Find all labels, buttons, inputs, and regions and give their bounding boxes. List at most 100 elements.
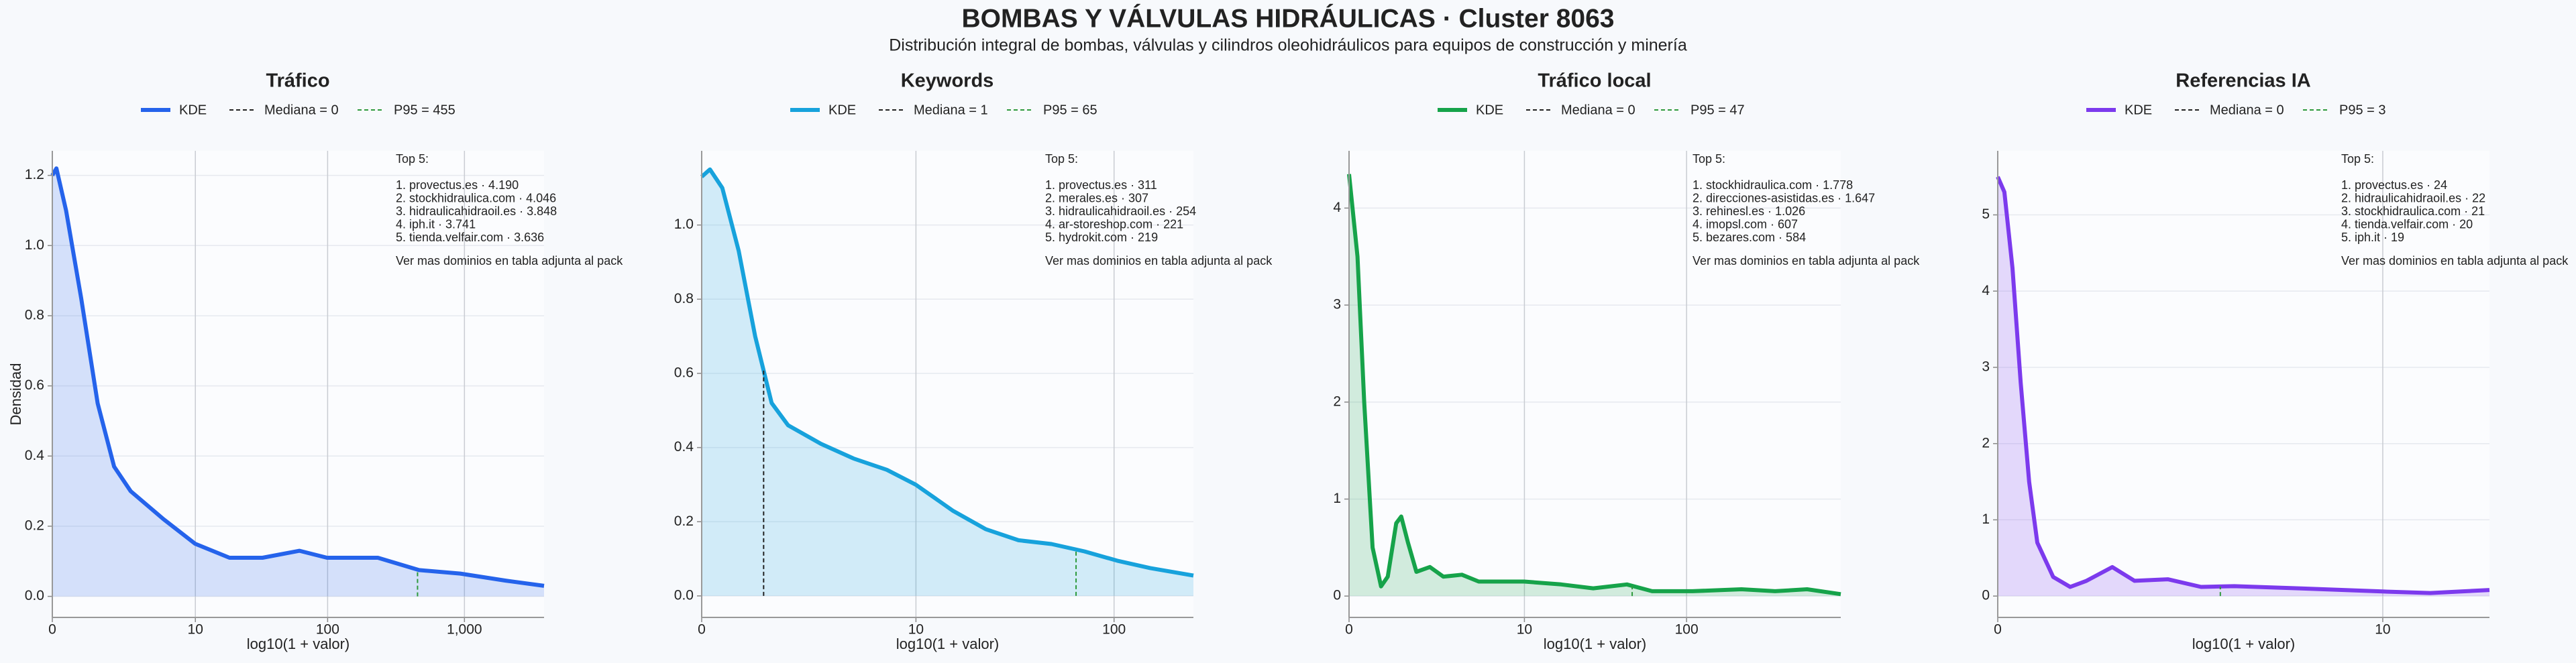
annotation-item: 3. stockhidraulica.com · 21 [2341,204,2485,218]
legend-label: P95 = 455 [394,103,455,117]
annotation-item: 1. provectus.es · 311 [1045,178,1157,192]
y-tick-label: 4 [1333,200,1341,215]
annotation-item: 5. bezares.com · 584 [1693,231,1806,244]
y-tick-label: 1 [1982,511,1990,527]
y-tick-label: 0.0 [25,588,44,603]
plot-area [1349,151,1841,617]
annotation-footer: Ver mas dominios en tabla adjunta al pac… [2341,254,2569,267]
annotation-item: 3. hidraulicahidraoil.es · 3.848 [396,204,557,218]
kde-line [1347,174,1841,597]
x-tick-label: 10 [188,622,203,638]
y-tick-label: 0.4 [25,448,45,463]
annotation-item: 1. provectus.es · 24 [2341,178,2447,192]
y-tick-label: 1 [1333,491,1341,506]
kde-line [50,166,545,588]
panel-title: Referencias IA [2176,70,2311,92]
panel-title: Tráfico [266,70,329,92]
x-tick-label: 1,000 [447,622,482,638]
legend-label: P95 = 47 [1690,103,1745,117]
legend-label: Mediana = 0 [264,103,339,117]
y-tick-label: 2 [1982,435,1990,450]
annotation-item: 5. hydrokit.com · 219 [1045,231,1158,244]
y-tick-label: 0.6 [674,365,694,381]
x-axis-label: log10(1 + valor) [896,636,999,652]
annotation-heading: Top 5: [1693,152,1725,166]
y-tick-label: 0.0 [674,587,694,603]
annotation-item: 2. merales.es · 307 [1045,191,1148,204]
x-tick-label: 10 [908,622,924,638]
kde-line [700,167,1194,578]
annotation-item: 4. tienda.velfair.com · 20 [2341,218,2473,231]
y-tick-label: 1.0 [25,237,44,253]
annotation-footer: Ver mas dominios en tabla adjunta al pac… [396,254,623,267]
x-tick-label: 0 [48,622,56,638]
x-axis-label: log10(1 + valor) [1544,636,1646,652]
legend-label: P95 = 3 [2339,103,2386,117]
legend-label: Mediana = 1 [914,103,988,117]
legend-label: KDE [1476,103,1503,117]
x-tick-label: 0 [1345,622,1353,638]
panel-title: Keywords [901,70,994,92]
x-tick-label: 100 [1675,622,1699,638]
y-tick-label: 3 [1982,359,1990,375]
plot-area [1998,151,2489,617]
y-tick-label: 1.0 [674,217,694,232]
kde-line [1996,176,2490,595]
annotation-item: 5. iph.it · 19 [2341,231,2404,244]
y-tick-label: 0.2 [25,518,44,533]
y-axis-label: Densidad [7,363,24,426]
y-tick-label: 0.4 [674,439,694,455]
legend-label: KDE [2125,103,2152,117]
y-tick-label: 2 [1333,394,1341,409]
x-axis-label: log10(1 + valor) [2192,636,2295,652]
annotation-item: 3. rehinesl.es · 1.026 [1693,204,1805,218]
annotation-item: 2. direcciones-asistidas.es · 1.647 [1693,191,1875,204]
x-tick-label: 10 [2375,622,2390,638]
y-tick-label: 3 [1333,297,1341,312]
annotation-item: 4. ar-storeshop.com · 221 [1045,218,1183,231]
x-axis-label: log10(1 + valor) [247,636,350,652]
x-tick-label: 0 [698,622,706,638]
y-tick-label: 0.8 [25,308,44,323]
panel-title: Tráfico local [1538,70,1651,92]
legend-label: KDE [828,103,856,117]
annotation-heading: Top 5: [396,152,429,166]
y-tick-label: 4 [1982,283,1990,298]
annotation-item: 4. iph.it · 3.741 [396,218,476,231]
y-tick-label: 1.2 [25,167,44,182]
plot-area [702,151,1193,617]
annotation-footer: Ver mas dominios en tabla adjunta al pac… [1693,254,1920,267]
x-tick-label: 100 [1102,622,1126,638]
annotation-footer: Ver mas dominios en tabla adjunta al pac… [1045,254,1273,267]
annotation-item: 3. hidraulicahidraoil.es · 254 [1045,204,1196,218]
annotation-item: 4. imopsl.com · 607 [1693,218,1798,231]
legend-label: Mediana = 0 [1561,103,1635,117]
x-tick-label: 10 [1517,622,1532,638]
kde-area [702,169,1193,596]
figure-subtitle: Distribución integral de bombas, válvula… [889,36,1687,55]
annotation-item: 2. stockhidraulica.com · 4.046 [396,191,556,204]
y-tick-label: 0.6 [25,377,44,393]
y-tick-label: 0.8 [674,291,694,306]
annotation-item: 2. hidraulicahidraoil.es · 22 [2341,191,2485,204]
y-tick-label: 0 [1333,588,1341,603]
x-tick-label: 0 [1994,622,2002,638]
y-tick-label: 0.2 [674,514,694,529]
plot-area [52,151,544,617]
legend-label: KDE [179,103,207,117]
annotation-heading: Top 5: [1045,152,1078,166]
kde-area [1349,174,1841,597]
y-tick-label: 0 [1982,588,1990,603]
annotation-item: 1. stockhidraulica.com · 1.778 [1693,178,1853,192]
figure-title: BOMBAS Y VÁLVULAS HIDRÁULICAS · Cluster … [961,3,1614,33]
y-tick-label: 5 [1982,206,1990,222]
legend-label: Mediana = 0 [2210,103,2284,117]
kde-area [52,168,544,597]
annotation-item: 5. tienda.velfair.com · 3.636 [396,231,544,244]
x-tick-label: 100 [316,622,339,638]
annotation-item: 1. provectus.es · 4.190 [396,178,519,192]
annotation-heading: Top 5: [2341,152,2374,166]
legend-label: P95 = 65 [1043,103,1097,117]
